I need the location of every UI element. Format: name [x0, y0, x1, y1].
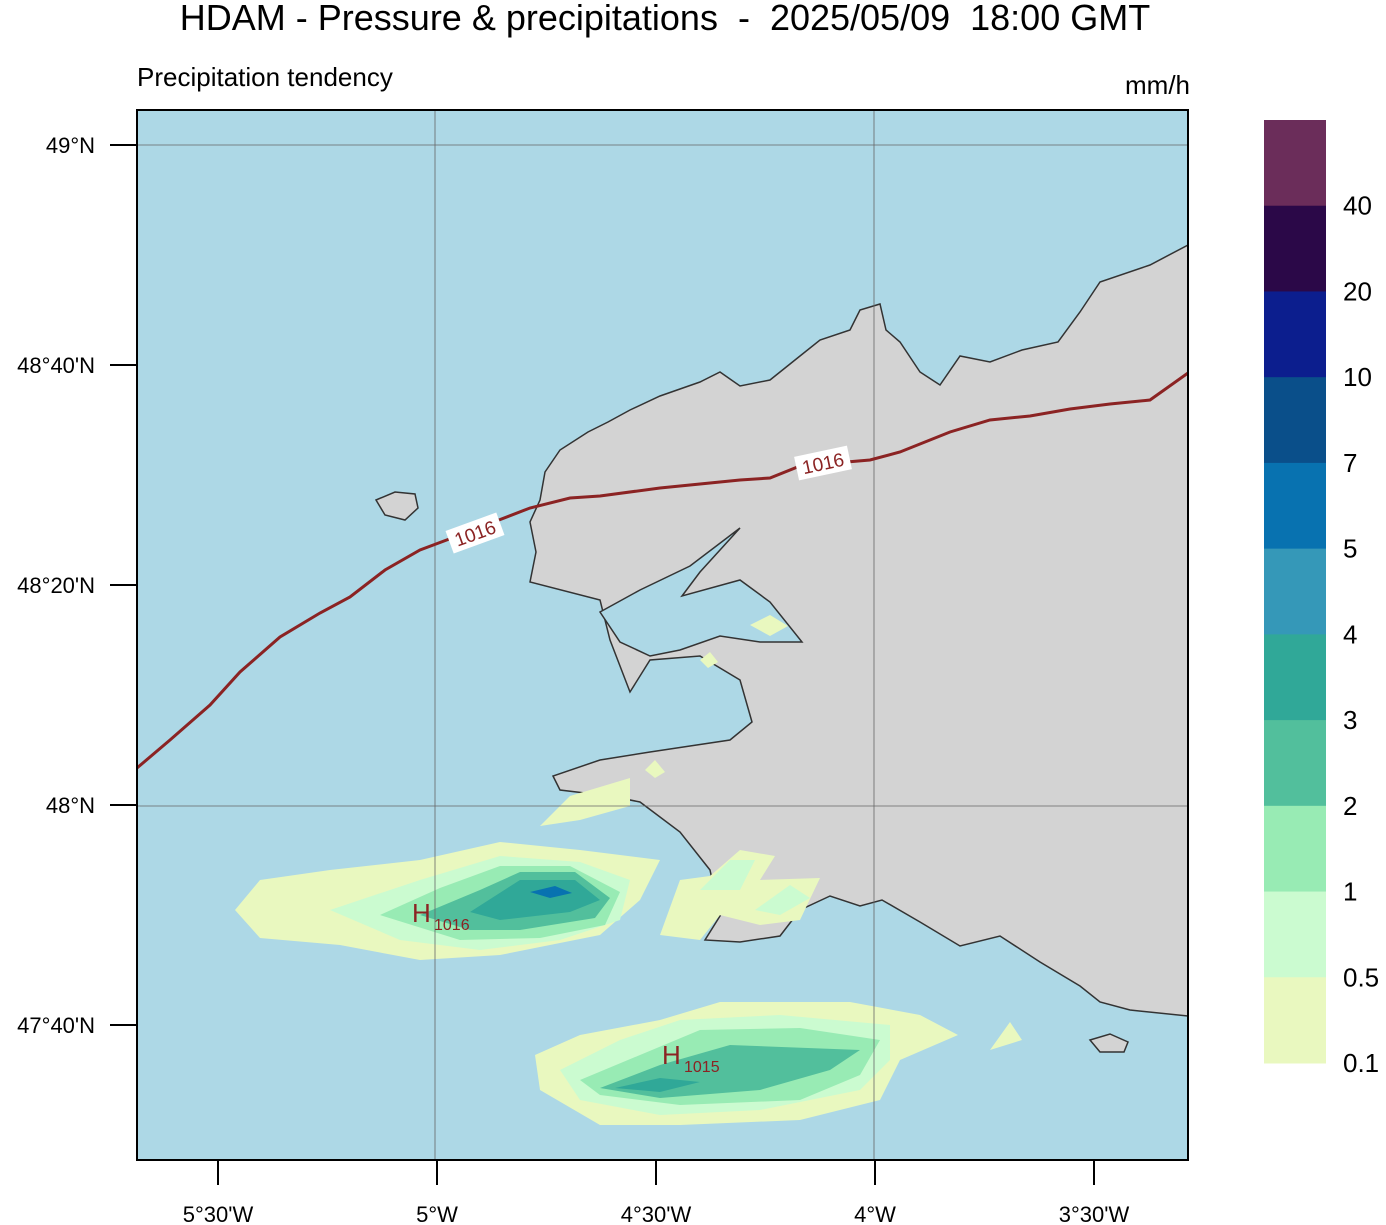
colorbar-label: 0.5	[1343, 962, 1379, 992]
high-symbol: H	[412, 898, 431, 928]
colorbar-swatch	[1264, 462, 1326, 550]
colorbar-swatch	[1264, 634, 1326, 721]
map	[137, 110, 1188, 1160]
colorbar-label: 0.1	[1343, 1048, 1379, 1078]
label-box	[794, 445, 852, 481]
colorbar-label: 4	[1343, 619, 1357, 649]
island	[1088, 1033, 1129, 1053]
bay	[598, 527, 804, 657]
colorbar-label: 3	[1343, 705, 1357, 735]
lon-label: 5°W	[416, 1202, 458, 1225]
high-pressure: 1015	[684, 1059, 720, 1076]
lat-label: 48°40'N	[17, 353, 95, 378]
colorbar-swatch	[1264, 805, 1326, 893]
lon-label: 4°30'W	[621, 1202, 692, 1225]
colorbar-swatch	[1264, 548, 1326, 635]
map-frame	[136, 109, 1189, 1161]
colorbar-label: 5	[1343, 534, 1357, 564]
colorbar-swatch	[1264, 291, 1326, 378]
lon-label: 5°30'W	[183, 1202, 254, 1225]
colorbar-swatch	[1264, 205, 1326, 292]
colorbar-label: 20	[1343, 276, 1372, 306]
title: HDAM - Pressure & precipitations - 2025/…	[180, 0, 1150, 38]
colorbar-swatch	[1264, 891, 1326, 978]
lon-label: 3°30'W	[1059, 1202, 1130, 1225]
lat-label: 49°N	[46, 133, 95, 158]
unit: mm/h	[1125, 70, 1190, 100]
lat-label: 48°N	[46, 793, 95, 818]
colorbar-label: 2	[1343, 791, 1357, 821]
colorbar-label: 7	[1343, 448, 1357, 478]
colorbar-swatch	[1264, 720, 1326, 807]
colorbar-swatch	[1264, 377, 1326, 464]
label-box	[445, 512, 505, 554]
high-pressure: 1016	[434, 917, 470, 934]
colorbar-swatch	[1264, 977, 1326, 1064]
colorbar-label: 10	[1343, 362, 1372, 392]
land	[529, 244, 1188, 1017]
lat-label: 48°20'N	[17, 573, 95, 598]
high-symbol: H	[662, 1040, 681, 1070]
island	[374, 491, 419, 521]
lon-label: 4°W	[854, 1202, 896, 1225]
colorbar-label: 40	[1343, 191, 1372, 221]
subtitle: Precipitation tendency	[137, 62, 393, 92]
precipitation	[235, 615, 1022, 1125]
lat-label: 47°40'N	[17, 1013, 95, 1038]
colorbar-swatch	[1264, 120, 1326, 207]
isobar	[137, 371, 1188, 770]
graticule	[137, 110, 1188, 1160]
colorbar-label: 1	[1343, 877, 1357, 907]
